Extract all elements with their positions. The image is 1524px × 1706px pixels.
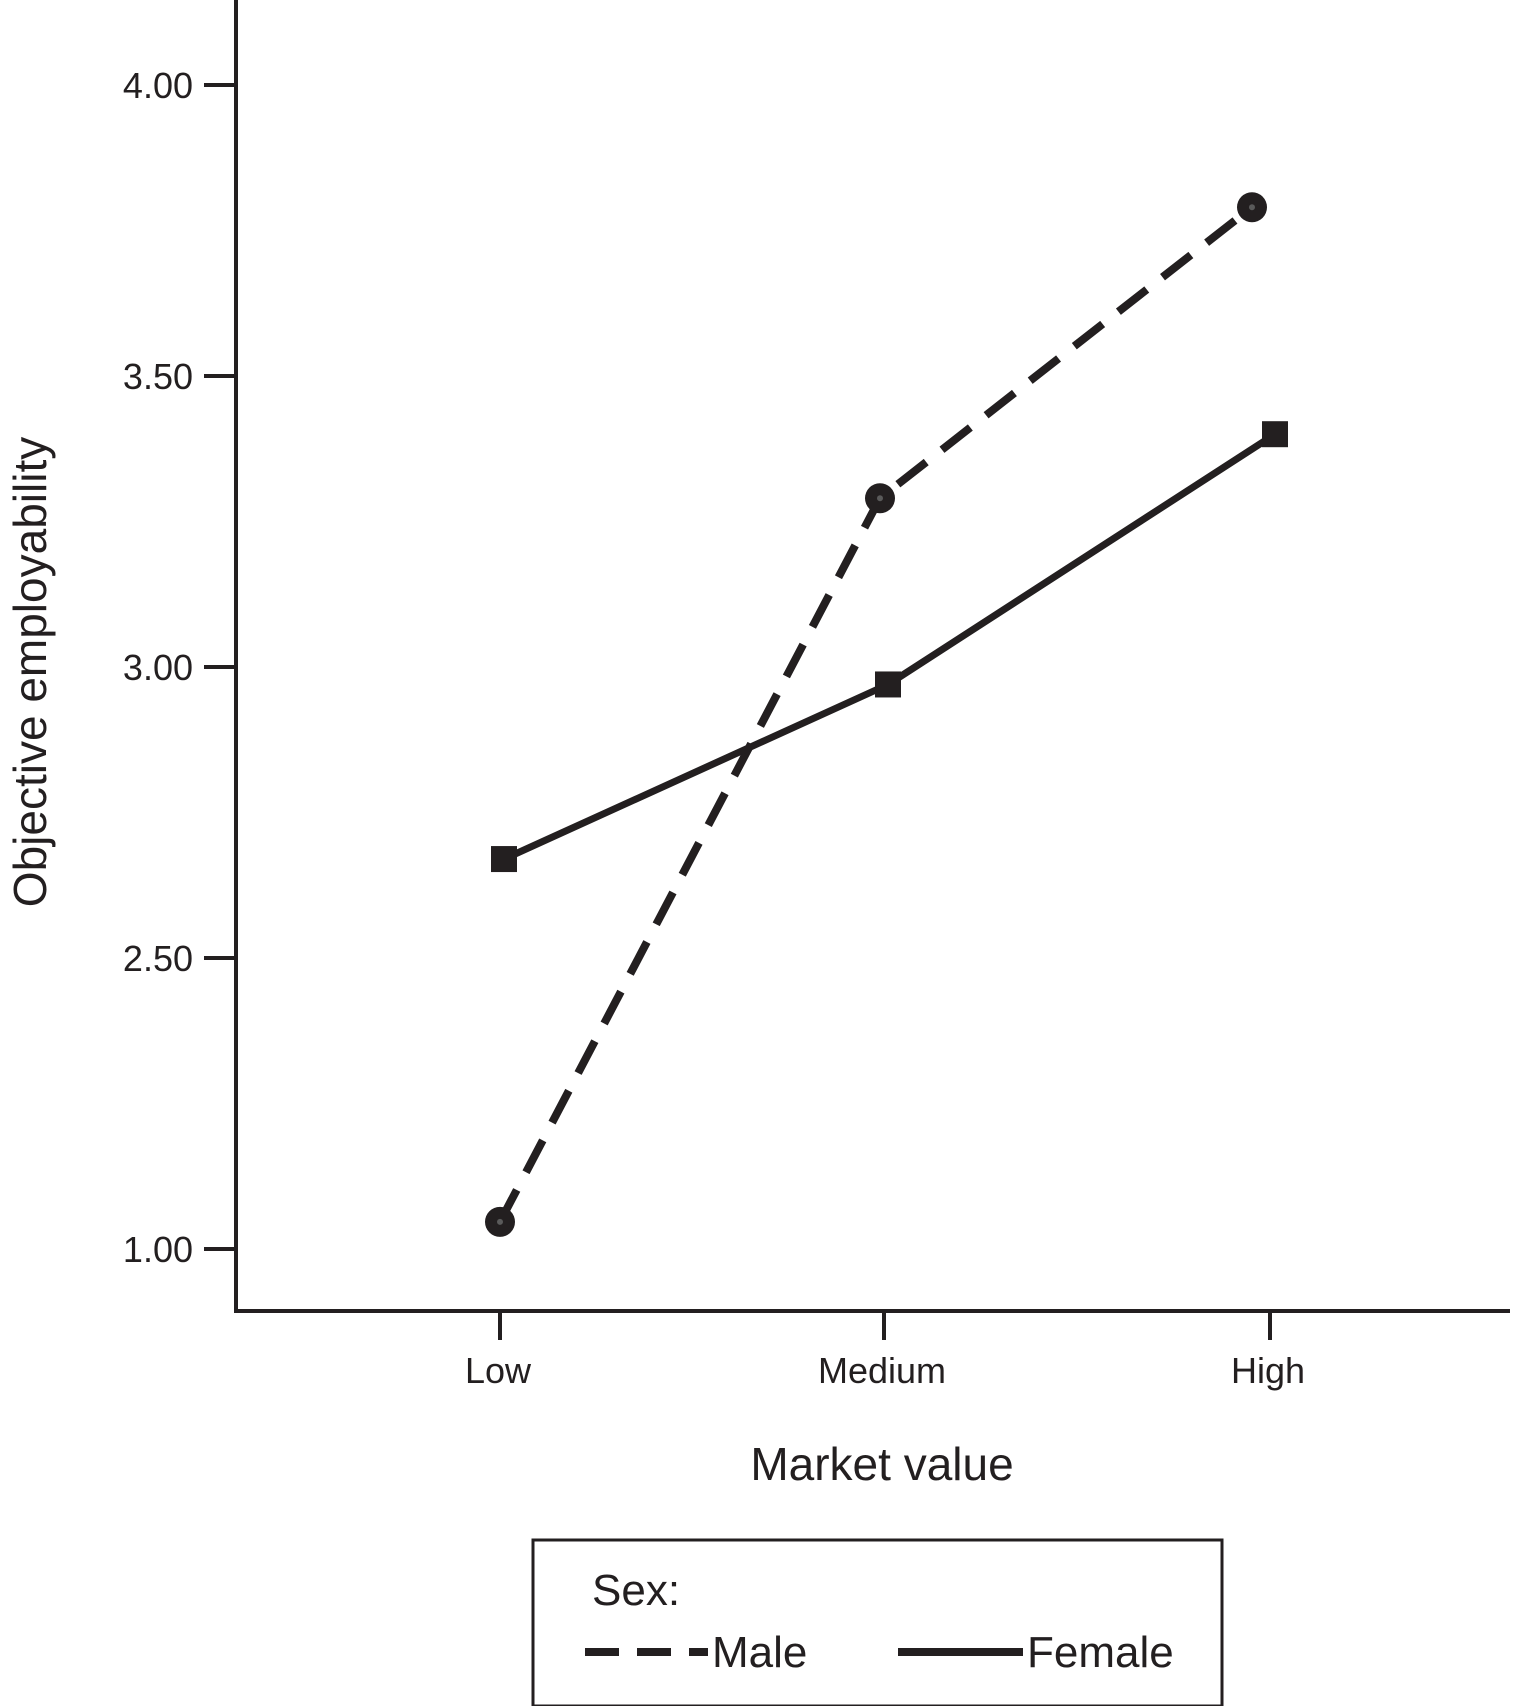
data-point-female <box>875 671 901 698</box>
series-layer <box>485 192 1288 1237</box>
data-point-center-male <box>497 1218 503 1225</box>
x-tick-label: High <box>1231 1350 1305 1391</box>
data-point-center-male <box>877 495 883 502</box>
legend-box <box>531 1538 1224 1706</box>
legend-label-female: Female <box>1027 1628 1174 1677</box>
y-tick-label: 2.50 <box>123 938 193 979</box>
x-ticks: Low Medium High <box>465 1311 1305 1391</box>
x-axis-title: Market value <box>750 1438 1013 1490</box>
x-tick-label: Low <box>465 1350 532 1391</box>
y-tick-label: 1.00 <box>123 1229 193 1270</box>
data-point-female <box>1262 421 1288 448</box>
legend-title: Sex: <box>592 1566 680 1615</box>
x-tick-label: Medium <box>818 1350 946 1391</box>
legend: Sex: Male Female <box>531 1538 1224 1706</box>
y-tick-label: 4.00 <box>123 65 193 106</box>
y-axis-title: Objective employability <box>4 437 56 907</box>
data-point-female <box>491 846 517 873</box>
y-tick-label: 3.50 <box>123 356 193 397</box>
series-line-male <box>496 204 1255 1224</box>
y-tick-label: 3.00 <box>123 647 193 688</box>
legend-label-male: Male <box>712 1628 807 1677</box>
axes <box>234 0 1510 1313</box>
y-ticks: 1.00 2.50 3.00 3.50 4.00 <box>123 65 236 1270</box>
data-point-center-male <box>1249 204 1255 211</box>
